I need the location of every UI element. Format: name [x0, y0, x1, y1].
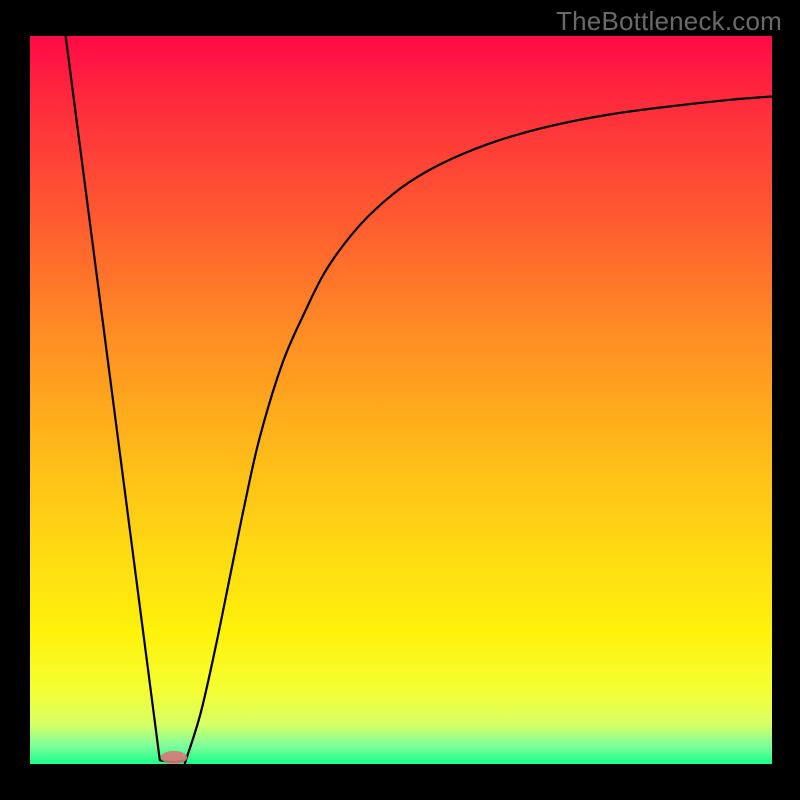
plot-background: [30, 36, 772, 764]
chart-container: TheBottleneck.com: [0, 0, 800, 800]
bottleneck-chart: [0, 0, 800, 800]
watermark-text: TheBottleneck.com: [556, 6, 782, 37]
optimal-marker: [161, 751, 188, 764]
